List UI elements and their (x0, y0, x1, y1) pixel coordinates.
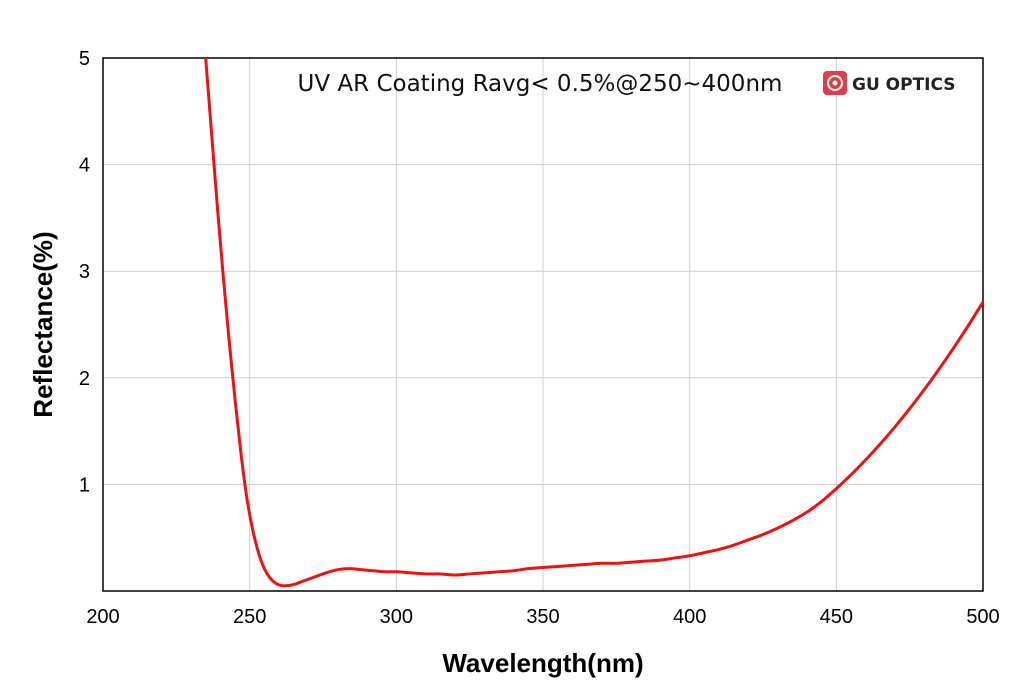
plot-frame (102, 57, 984, 592)
x-tick-label: 450 (820, 606, 853, 628)
y-axis-title: Reflectance(%) (28, 231, 58, 417)
x-axis-title: Wavelength(nm) (442, 648, 643, 678)
x-tick-label: 300 (380, 606, 413, 628)
x-tick-label: 200 (86, 606, 119, 628)
x-tick-label: 500 (966, 606, 999, 628)
y-tick-label: 3 (79, 261, 90, 283)
y-tick-label: 4 (79, 155, 90, 177)
grid (103, 58, 983, 591)
y-tick-label: 1 (79, 474, 90, 496)
logo-ring-icon (827, 75, 843, 91)
brand-logo: GU OPTICS (823, 71, 956, 95)
reflectance-series-line (204, 58, 983, 588)
x-tick-labels: 200 250 300 350 400 450 500 (86, 606, 999, 628)
brand-name: GU OPTICS (852, 75, 956, 95)
logo-dot-icon (832, 80, 838, 86)
x-tick-label: 350 (526, 606, 559, 628)
y-tick-label: 2 (79, 368, 90, 390)
x-tick-label: 250 (233, 606, 266, 628)
x-tick-label: 400 (673, 606, 706, 628)
y-tick-label: 5 (79, 48, 90, 70)
chart-title: UV AR Coating Ravg< 0.5%@250~400nm (298, 71, 783, 97)
y-tick-labels: 1 2 3 4 5 (79, 48, 90, 496)
series (204, 58, 983, 588)
